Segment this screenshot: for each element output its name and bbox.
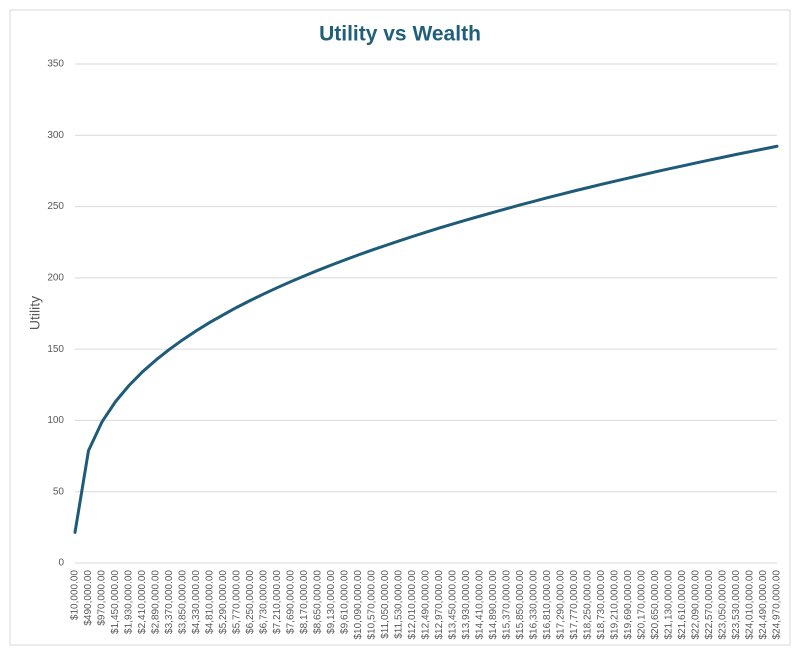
x-tick-label: $18,250,000.00	[583, 570, 594, 640]
chart-border	[9, 9, 791, 646]
x-tick-label: $13,450,000.00	[448, 570, 459, 640]
y-tick-label: 350	[47, 59, 64, 70]
x-tick-label: $14,890,000.00	[488, 570, 499, 640]
x-tick-label: $11,530,000.00	[394, 570, 405, 639]
x-tick-label: $17,290,000.00	[556, 570, 567, 640]
x-tick-label: $7,210,000.00	[272, 570, 283, 634]
x-tick-label: $13,930,000.00	[461, 570, 472, 640]
x-tick-label: $19,690,000.00	[623, 570, 634, 640]
x-tick-label: $20,170,000.00	[637, 570, 648, 640]
y-tick-label: 250	[47, 201, 64, 212]
x-tick-label: $24,970,000.00	[772, 570, 783, 640]
x-tick-label: $2,890,000.00	[151, 570, 162, 634]
x-tick-label: $22,090,000.00	[691, 570, 702, 640]
data-line	[73, 144, 779, 534]
x-tick-label: $19,210,000.00	[610, 570, 621, 640]
x-tick-label: $20,650,000.00	[650, 570, 661, 640]
x-tick-label: $4,810,000.00	[205, 570, 216, 634]
x-tick-label: $970,000.00	[97, 570, 108, 626]
x-tick-label: $5,290,000.00	[218, 570, 229, 634]
x-tick-label: $11,050,000.00	[380, 570, 391, 639]
y-tick-label: 0	[58, 558, 64, 569]
x-tick-label: $3,370,000.00	[164, 570, 175, 634]
y-tick-label: 100	[47, 415, 64, 426]
x-tick-label: $15,370,000.00	[502, 570, 513, 640]
x-tick-label: $3,850,000.00	[178, 570, 189, 634]
x-tick-label: $23,050,000.00	[718, 570, 729, 640]
y-tick-label: 300	[47, 130, 64, 141]
x-tick-label: $17,770,000.00	[569, 570, 580, 640]
x-tick-label: $7,690,000.00	[286, 570, 297, 634]
x-tick-label: $9,130,000.00	[326, 570, 337, 634]
x-tick-label: $10,000.00	[70, 570, 81, 620]
x-tick-label: $2,410,000.00	[137, 570, 148, 634]
x-tick-label: $12,970,000.00	[434, 570, 445, 640]
x-tick-label: $6,730,000.00	[259, 570, 270, 634]
x-tick-label: $5,770,000.00	[232, 570, 243, 634]
chart-title: Utility vs Wealth	[319, 23, 481, 46]
x-tick-label: $16,330,000.00	[529, 570, 540, 640]
x-tick-label: $1,450,000.00	[110, 570, 121, 634]
x-tick-label: $490,000.00	[83, 570, 94, 626]
x-tick-label: $12,010,000.00	[407, 570, 418, 640]
x-tick-label: $21,130,000.00	[664, 570, 675, 640]
x-tick-label: $10,090,000.00	[353, 570, 364, 640]
x-tick-label: $4,330,000.00	[191, 570, 202, 634]
x-tick-label: $10,570,000.00	[367, 570, 378, 640]
x-tick-label: $1,930,000.00	[124, 570, 135, 634]
y-tick-label: 200	[47, 272, 64, 283]
y-axis-label: Utility	[27, 296, 43, 330]
x-tick-label: $6,250,000.00	[245, 570, 256, 634]
y-tick-label: 50	[53, 486, 65, 497]
x-tick-label: $21,610,000.00	[677, 570, 688, 640]
x-tick-label: $24,010,000.00	[745, 570, 756, 640]
x-tick-label: $22,570,000.00	[704, 570, 715, 640]
x-tick-label: $14,410,000.00	[475, 570, 486, 640]
x-tick-label: $8,650,000.00	[313, 570, 324, 634]
y-tick-label: 150	[47, 344, 64, 355]
x-tick-label: $18,730,000.00	[596, 570, 607, 640]
x-tick-label: $16,810,000.00	[542, 570, 553, 640]
x-tick-label: $24,490,000.00	[758, 570, 769, 640]
x-tick-label: $23,530,000.00	[731, 570, 742, 640]
x-tick-label: $9,610,000.00	[340, 570, 351, 634]
x-tick-label: $8,170,000.00	[299, 570, 310, 634]
x-tick-label: $15,850,000.00	[515, 570, 526, 640]
x-tick-label: $12,490,000.00	[421, 570, 432, 640]
